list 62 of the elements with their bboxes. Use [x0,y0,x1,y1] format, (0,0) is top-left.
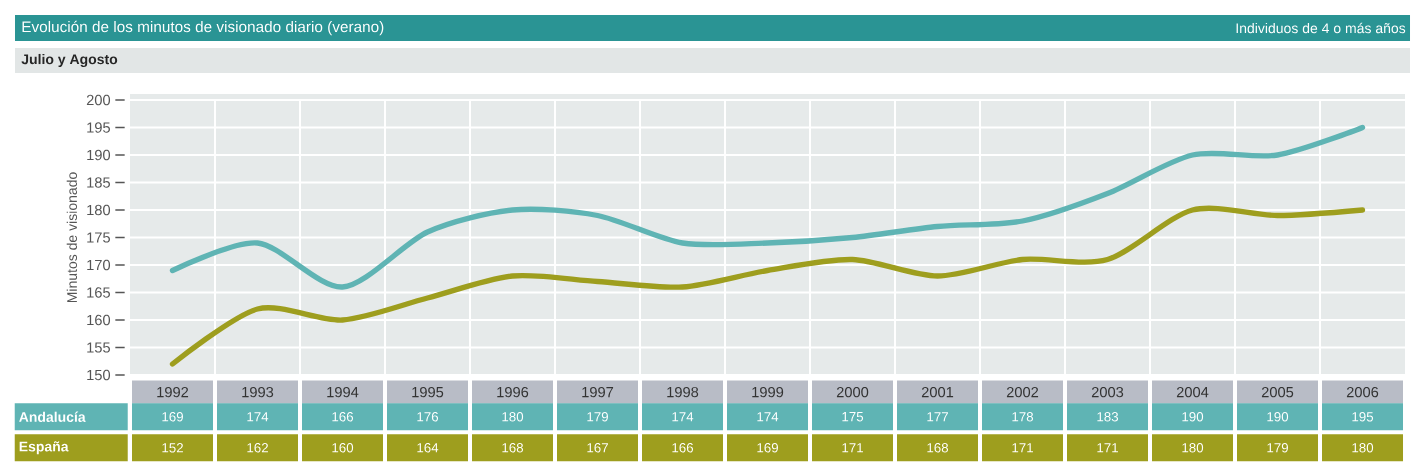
data-label: 190 [1267,412,1289,422]
y-axis-title: Minutos de visionado [66,172,78,303]
data-label: 169 [162,412,183,422]
x-tick-label: 1998 [667,386,699,398]
chart-subtitle: Julio y Agosto [21,53,118,68]
data-label: 180 [1352,443,1374,453]
x-tick-label: 2001 [921,386,954,398]
data-label: 168 [927,443,949,453]
data-label: 176 [417,412,439,422]
data-label: 160 [332,443,354,453]
data-label: 167 [587,443,608,453]
x-tick-label: 1999 [752,386,784,398]
data-label: 178 [1012,412,1034,422]
y-tick-label: 200 [86,94,111,106]
data-label: 174 [247,412,269,422]
data-label: 179 [587,412,608,422]
data-label: 183 [1097,412,1119,422]
data-label: 195 [1352,412,1374,422]
data-label: 179 [1267,443,1289,453]
data-label: 152 [162,443,183,453]
data-label: 168 [502,443,524,453]
x-tick-label: 1993 [242,386,274,398]
text: Individuos de 4 o más años [1236,22,1406,34]
data-label: 174 [672,412,694,422]
x-tick-label: 1997 [582,386,614,398]
data-label: 169 [757,443,778,453]
x-tick-label: 2004 [1176,386,1209,398]
data-label: 171 [1012,443,1033,453]
data-label: 164 [417,443,439,453]
y-tick-label: 175 [87,232,110,243]
y-tick-label: 185 [87,177,110,188]
data-label: 177 [927,412,948,422]
y-tick-label: 155 [87,342,110,353]
text: Andalucía [19,411,86,422]
y-tick-label: 195 [87,122,110,133]
x-tick-label: 1996 [497,386,529,398]
data-label: 166 [672,443,694,453]
x-tick-label: 2005 [1261,386,1294,398]
data-label: 190 [1182,412,1204,422]
data-label: 175 [842,412,864,422]
data-label: 180 [1182,443,1204,453]
y-tick-label: 170 [87,259,111,271]
x-tick-label: 1995 [412,386,444,398]
x-tick-label: 2002 [1006,386,1039,398]
text: España [19,441,69,455]
data-label: 174 [757,412,779,422]
data-label: 166 [332,412,354,422]
y-tick-label: 190 [87,149,111,161]
y-tick-label: 160 [87,314,111,326]
x-tick-label: 2003 [1091,386,1124,398]
data-label: 162 [247,443,268,453]
data-label: 180 [502,412,524,422]
x-tick-label: 1992 [157,386,189,398]
data-label: 171 [842,443,863,453]
x-tick-label: 2006 [1346,386,1379,398]
y-tick-label: 150 [87,369,111,381]
x-tick-label: 1994 [327,386,359,398]
y-tick-label: 165 [87,287,110,298]
data-label: 171 [1097,443,1118,453]
x-tick-label: 2000 [836,386,869,398]
y-tick-label: 180 [87,204,111,216]
chart-title: Evolución de los minutos de visionado diario (verano) [22,20,384,36]
